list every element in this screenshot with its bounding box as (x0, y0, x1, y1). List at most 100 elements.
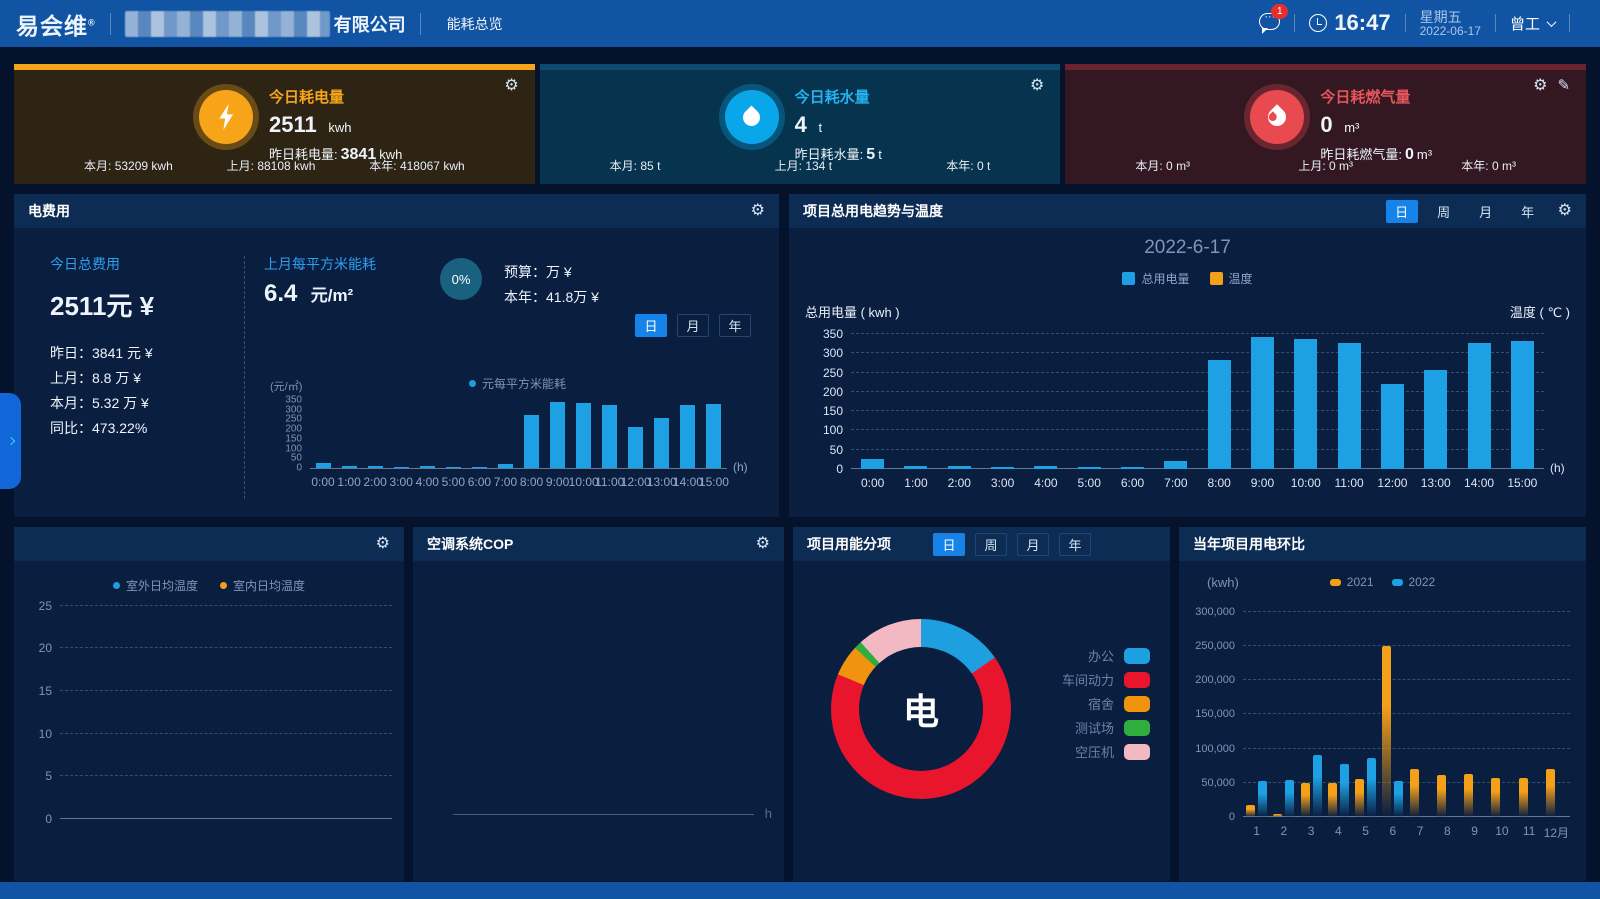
yearly-comparison-panel: 当年项目用电环比 (kwh) 20212022 050,000100,00015… (1179, 527, 1586, 881)
tab-day[interactable]: 日 (933, 533, 965, 556)
card-unit: t (819, 120, 823, 135)
card-unit: kwh (328, 120, 351, 135)
x-axis-tick: 13:00 (1421, 476, 1451, 490)
gear-icon[interactable]: ⚙ (751, 203, 765, 219)
gear-icon[interactable]: ⚙ (1533, 78, 1547, 94)
x-axis-tick: 11 (1523, 824, 1535, 838)
y-axis-tick: 250 (823, 366, 851, 380)
messages-button[interactable]: 1 (1259, 13, 1280, 33)
divider (1405, 14, 1406, 32)
legend-item-办公[interactable]: 办公 (1062, 647, 1150, 664)
cost-row-last-month: 上月：8.8 万 ¥ (50, 366, 235, 391)
divider (1569, 14, 1570, 32)
x-axis-tick: 9:00 (1251, 476, 1274, 490)
bar-2021 (1273, 814, 1282, 817)
x-axis-tick: 15:00 (699, 475, 729, 489)
bar-2022 (1340, 764, 1349, 817)
bar (1251, 337, 1274, 469)
sidebar-expand-tab[interactable] (0, 393, 21, 489)
legend-item-宿舍[interactable]: 宿舍 (1062, 695, 1150, 712)
y-axis-tick: 50 (291, 453, 310, 464)
energy-breakdown-panel: 项目用能分项 日 周 月 年 电 办公车间动力宿舍测试场空压机 (793, 527, 1170, 881)
gear-icon[interactable]: ⚙ (376, 536, 390, 552)
panel-title: 空调系统COP (427, 534, 513, 554)
legend-label: 测试场 (1075, 718, 1114, 737)
gear-icon[interactable]: ⚙ (504, 78, 518, 94)
y-axis-tick: 20 (39, 641, 60, 655)
stat-month: 本月: 0 m³ (1135, 157, 1190, 174)
plot-area: 0510152025 (60, 597, 392, 819)
tab-week[interactable]: 周 (1428, 200, 1460, 223)
y-axis-tick: 250 (285, 414, 310, 425)
budget-progress-circle: 0% (440, 258, 482, 300)
water-drop-icon (725, 90, 779, 144)
tab-day[interactable]: 日 (1386, 200, 1418, 223)
tab-month[interactable]: 月 (677, 314, 709, 337)
card-accent-strip (540, 64, 1061, 70)
gridline (60, 647, 392, 648)
edit-icon[interactable]: ✎ (1557, 78, 1570, 94)
tab-week[interactable]: 周 (975, 533, 1007, 556)
y-axis-tick: 10 (39, 727, 60, 741)
legend-item-测试场[interactable]: 测试场 (1062, 719, 1150, 736)
legend-label: 车间动力 (1062, 670, 1114, 689)
bar-2021 (1382, 646, 1391, 817)
x-axis-tick: 5:00 (1078, 476, 1101, 490)
stat-last-month: 上月: 88108 kwh (227, 157, 316, 174)
bar (1164, 461, 1187, 469)
tab-month[interactable]: 月 (1470, 200, 1502, 223)
gridline (60, 818, 392, 819)
chevron-down-icon (1547, 17, 1557, 27)
bar-2021 (1546, 769, 1555, 817)
vertical-divider (244, 256, 245, 499)
bar (498, 464, 513, 468)
card-value-row: 2511 kwh (269, 112, 402, 138)
tab-year[interactable]: 年 (719, 314, 751, 337)
legend-item-空压机[interactable]: 空压机 (1062, 743, 1150, 760)
date-label: 2022-06-17 (1420, 25, 1481, 39)
x-axis-tick: 1 (1253, 824, 1260, 838)
kpi-card-electricity: ⚙ 今日耗电量 2511 kwh 昨日耗电量:3841kwh 本月: 53209… (14, 64, 535, 184)
bar-2021 (1301, 783, 1310, 817)
x-axis-tick: 8:00 (520, 475, 543, 489)
gear-icon[interactable]: ⚙ (1558, 203, 1572, 219)
card-title: 今日耗水量 (795, 86, 882, 107)
tab-year[interactable]: 年 (1059, 533, 1091, 556)
y-axis-tick: 300,000 (1195, 606, 1243, 618)
today-cost-label: 今日总费用 (50, 254, 235, 274)
x-axis-tick: 5:00 (442, 475, 465, 489)
tab-month[interactable]: 月 (1017, 533, 1049, 556)
card-title: 今日耗电量 (269, 86, 402, 107)
nav-energy-overview[interactable]: 能耗总览 (447, 14, 503, 34)
bar (446, 467, 461, 468)
card-accent-strip (14, 64, 535, 70)
gear-icon[interactable]: ⚙ (756, 536, 770, 552)
divider (420, 13, 421, 35)
electricity-cost-panel: 电费用 ⚙ 今日总费用 2511元 ¥ 昨日：3841 元 ¥ 上月：8.8 万… (14, 194, 779, 517)
budget-row: 预算：万 ¥ (504, 260, 599, 285)
x-axis-tick: 2:00 (948, 476, 971, 490)
cost-period-tabs: 日 月 年 (635, 314, 751, 337)
x-axis-tick: 7:00 (494, 475, 517, 489)
x-axis-unit: (h) (1550, 461, 1565, 475)
gridline (1243, 748, 1570, 749)
gear-icon[interactable]: ⚙ (1030, 78, 1044, 94)
tab-day[interactable]: 日 (635, 314, 667, 337)
tab-year[interactable]: 年 (1512, 200, 1544, 223)
x-axis-tick: 3:00 (390, 475, 413, 489)
user-menu[interactable]: 曾工 (1510, 13, 1555, 34)
bar-2021 (1464, 774, 1473, 817)
top-header-bar: 易会维® 有限公司 能耗总览 1 16:47 星期五 2022-06-17 曾工 (0, 0, 1600, 47)
power-trend-bar-chart: 0501001502002503003500:001:002:003:004:0… (789, 228, 1586, 517)
bar (1424, 370, 1447, 470)
divider (1495, 14, 1496, 32)
temperature-panel: ⚙ 室外日均温度 室内日均温度 0510152025 (14, 527, 404, 881)
legend-swatch (1124, 744, 1150, 760)
bar-2021 (1437, 775, 1446, 817)
sqm-energy-label: 上月每平方米能耗 (264, 254, 376, 274)
cost-row-yesterday: 昨日：3841 元 ¥ (50, 341, 235, 366)
bar-2021 (1519, 778, 1528, 817)
bar (368, 466, 383, 468)
bar (602, 405, 617, 468)
legend-item-车间动力[interactable]: 车间动力 (1062, 671, 1150, 688)
